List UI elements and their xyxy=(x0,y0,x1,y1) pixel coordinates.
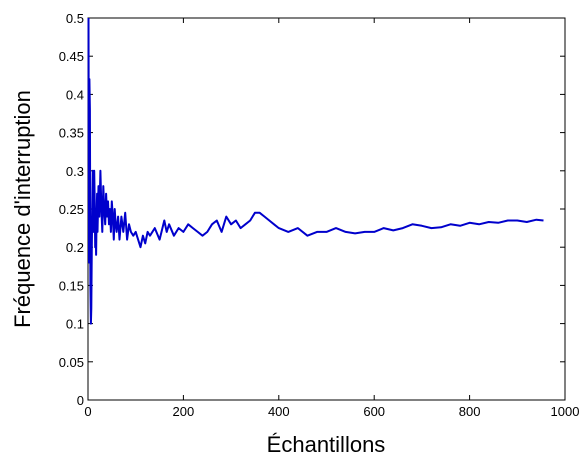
series-line xyxy=(87,17,544,325)
y-tick-label: 0.5 xyxy=(66,11,84,26)
y-tick-label: 0 xyxy=(77,393,84,408)
y-tick-label: 0.4 xyxy=(66,87,84,102)
y-tick-label: 0.15 xyxy=(59,278,84,293)
x-tick-label: 1000 xyxy=(551,404,580,419)
y-tick-label: 0.25 xyxy=(59,202,84,217)
x-tick-label: 200 xyxy=(173,404,195,419)
plot-area xyxy=(87,17,566,401)
x-tick-label: 600 xyxy=(363,404,385,419)
y-axis-title: Fréquence d'interruption xyxy=(10,90,35,328)
x-tick-label: 0 xyxy=(84,404,91,419)
y-tick-label: 0.2 xyxy=(66,240,84,255)
x-tick-label: 400 xyxy=(268,404,290,419)
x-axis: 0 200 400 600 800 1000 xyxy=(84,18,579,419)
y-tick-label: 0.1 xyxy=(66,317,84,332)
y-tick-label: 0.3 xyxy=(66,164,84,179)
y-tick-label: 0.45 xyxy=(59,49,84,64)
y-tick-label: 0.05 xyxy=(59,355,84,370)
y-tick-label: 0.35 xyxy=(59,126,84,141)
x-axis-title: Échantillons xyxy=(267,432,386,457)
x-tick-label: 800 xyxy=(459,404,481,419)
y-axis: 0 0.05 0.1 0.15 0.2 0.25 0.3 0.35 0.4 0.45 0.5 xyxy=(59,11,565,408)
